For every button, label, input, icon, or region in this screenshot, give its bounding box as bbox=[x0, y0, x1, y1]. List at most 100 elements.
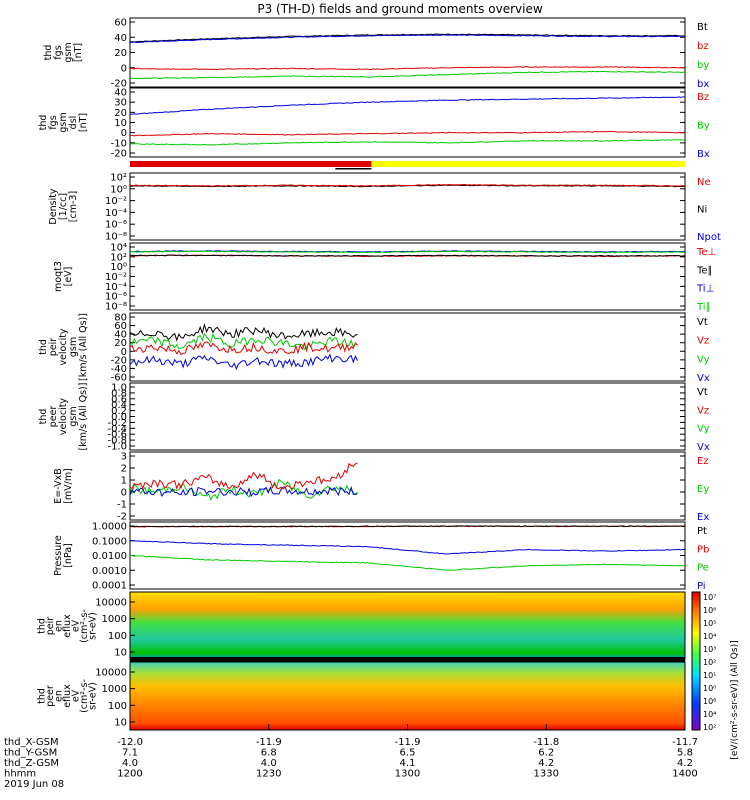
y-axis-label: sr-eV) bbox=[88, 682, 99, 710]
colorbar-tick-label: 10⁴ bbox=[703, 710, 716, 719]
series-line-bz bbox=[129, 66, 686, 71]
series-line-by bbox=[129, 70, 686, 80]
y-axis-label: [km/s (All Qs)] bbox=[78, 383, 89, 451]
x-tick-label: -11.8 bbox=[533, 737, 559, 748]
x-tick-label: 5.8 bbox=[677, 748, 693, 759]
y-axis-label: (cm²-s- bbox=[79, 609, 90, 643]
y-tick-label: 0.4 bbox=[111, 400, 127, 411]
y-axis-label: eflux bbox=[62, 684, 73, 708]
y-tick-label: 100 bbox=[108, 631, 127, 642]
x-tick-label: 6.2 bbox=[538, 748, 554, 759]
colorbar-tick-label: 10⁰ bbox=[703, 684, 716, 693]
colorbar-tick-label: 10⁷ bbox=[703, 593, 716, 602]
y-tick-label: 1 bbox=[121, 476, 127, 487]
legend-entry: Npot bbox=[697, 232, 721, 243]
legend-entry: Pb bbox=[697, 544, 709, 555]
x-tick-label: 7.1 bbox=[122, 748, 138, 759]
y-tick-label: 10 bbox=[114, 118, 127, 129]
series-line-Pi bbox=[129, 539, 686, 555]
legend-entry: Ez bbox=[697, 456, 709, 467]
y-axis-label: Density bbox=[48, 188, 59, 224]
y-axis-label: (cm²-s- bbox=[79, 679, 90, 713]
y-axis-label: peer bbox=[48, 406, 59, 428]
legend-entry: by bbox=[697, 60, 709, 71]
x-axis-footer: thd_X-GSM -12.0 -11.9 -11.9 -11.8 -11.7 thd_Y-… bbox=[4, 724, 698, 790]
y-axis-label: [1/cc] bbox=[58, 193, 69, 220]
y-axis-label: velocity bbox=[58, 398, 69, 436]
y-tick-label: 10⁰ bbox=[110, 262, 127, 273]
y-tick-label: -40 bbox=[111, 364, 127, 375]
series-line-Pe bbox=[129, 554, 686, 571]
legend-entry: Ne bbox=[697, 177, 711, 188]
y-tick-label: 0.1000 bbox=[92, 536, 127, 547]
colorbar-tick-label: 10² bbox=[703, 658, 716, 667]
colorbar-tick-label: 10⁴ bbox=[703, 632, 716, 641]
x-tick-label: -12.0 bbox=[117, 737, 143, 748]
y-tick-label: 0.0010 bbox=[92, 566, 127, 577]
y-axis-label: [km/s (All Qs)] bbox=[78, 313, 89, 381]
y-tick-label: 10⁻⁸ bbox=[105, 232, 127, 243]
series-line-Vy bbox=[129, 332, 358, 351]
x-tick-label: 1400 bbox=[672, 769, 697, 780]
y-tick-label: 2 bbox=[121, 464, 127, 475]
y-tick-label: 10⁻⁴ bbox=[105, 208, 127, 219]
spectrogram-image bbox=[130, 662, 685, 730]
y-tick-label: 0 bbox=[121, 128, 127, 139]
x-tick-label: 1300 bbox=[395, 769, 420, 780]
legend-entry: Te⊥ bbox=[696, 247, 716, 258]
y-tick-label: 10 bbox=[114, 648, 127, 659]
colorbar-tick-label: 10² bbox=[703, 723, 716, 732]
y-tick-label: 10⁻⁴ bbox=[105, 282, 127, 293]
legend-entry: Ey bbox=[697, 484, 709, 495]
x-tick-label: 4.0 bbox=[261, 758, 277, 769]
y-tick-label: 0 bbox=[121, 488, 127, 499]
y-tick-label: -1.0 bbox=[107, 442, 127, 453]
y-axis-label: thd bbox=[38, 115, 49, 131]
legend-entry: Vz bbox=[697, 405, 709, 416]
legend-entry: Bx bbox=[697, 149, 710, 160]
colorbar-tick-label: 10⁶ bbox=[703, 606, 716, 615]
y-axis-label: thd bbox=[43, 45, 54, 61]
x-tick-label: 6.5 bbox=[400, 748, 416, 759]
legend-entry: Pi bbox=[697, 581, 706, 592]
x-tick-label: 4.2 bbox=[677, 758, 693, 769]
x-tick-label: 4.2 bbox=[538, 758, 554, 769]
y-axis-label: en bbox=[54, 620, 65, 632]
legend-entry: Bz bbox=[697, 92, 709, 103]
y-tick-label: 10⁻⁶ bbox=[105, 292, 127, 303]
y-tick-label: -0.4 bbox=[107, 424, 127, 435]
series-line-Vz bbox=[129, 341, 358, 356]
series-line-By bbox=[129, 139, 686, 146]
y-tick-label: -20 bbox=[111, 355, 127, 366]
colorbar-tick-label: 10¹ bbox=[703, 671, 716, 680]
y-tick-label: 20 bbox=[114, 338, 127, 349]
legend-entry: Ni bbox=[697, 205, 707, 216]
y-tick-label: 10000 bbox=[95, 668, 127, 679]
y-axis-label: [mV/m] bbox=[63, 468, 74, 504]
y-axis-label: peir bbox=[45, 617, 56, 636]
y-tick-label: 1.0 bbox=[111, 383, 127, 394]
legend-entry: Ti∥ bbox=[696, 302, 711, 313]
panel-peer-velocity: 1.00.80.60.40.20.0-0.2-0.4-0.6-0.8-1.0 th… bbox=[38, 382, 710, 453]
series-line-Te∥ bbox=[129, 254, 686, 257]
y-tick-label: 1000 bbox=[102, 684, 127, 695]
y-axis-label: velocity bbox=[58, 328, 69, 366]
x-tick-label: 4.0 bbox=[122, 758, 138, 769]
y-axis-label: thd bbox=[38, 339, 49, 355]
series-line-bx bbox=[130, 34, 686, 44]
y-tick-label: 20 bbox=[114, 108, 127, 119]
y-tick-label: 10⁻² bbox=[105, 272, 127, 283]
y-tick-label: 10 bbox=[114, 718, 127, 729]
spectrogram-stack: 10000100010010thdpeirenefluxeV(cm²-s-sr-… bbox=[37, 591, 686, 731]
x-tick-label: -11.9 bbox=[256, 737, 282, 748]
y-tick-label: 10000 bbox=[95, 598, 127, 609]
y-axis-label: [eV] bbox=[63, 267, 74, 287]
y-tick-label: 10⁴ bbox=[110, 243, 127, 254]
y-tick-label: -60 bbox=[111, 373, 127, 384]
y-axis-label: eflux bbox=[62, 614, 73, 638]
legend-entry: Pe bbox=[697, 563, 709, 574]
